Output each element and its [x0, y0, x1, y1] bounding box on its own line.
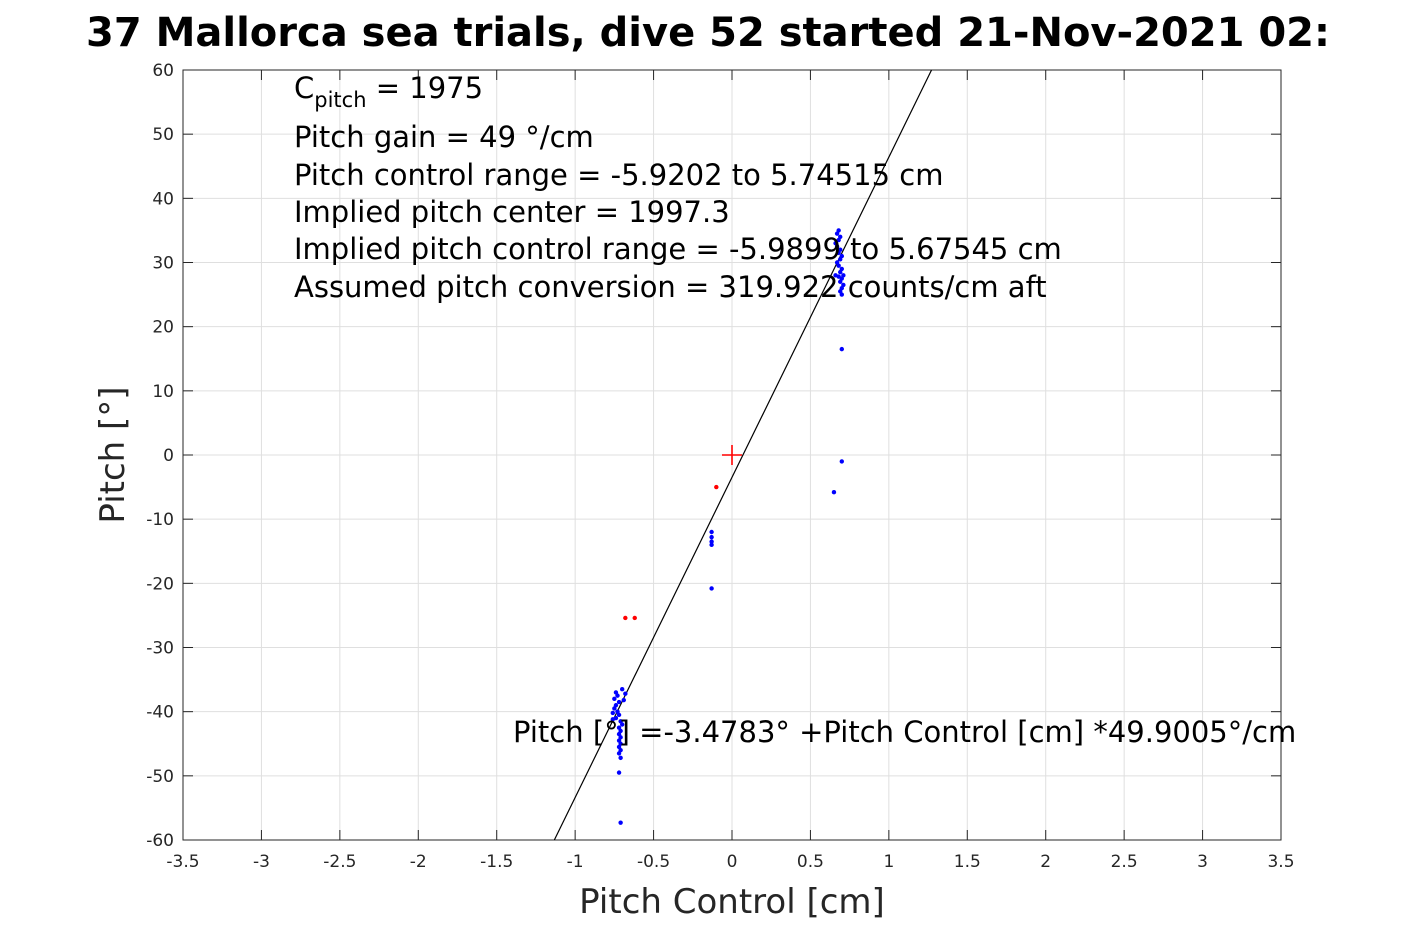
axis-ticks: -3.5 -3 -2.5 -2 -1.5 -1 -0.5 0 0.5 1 1.5 2 2.5 3 3.5 60… — [146, 61, 1294, 872]
data-point — [709, 539, 714, 544]
data-point — [709, 586, 714, 591]
x-tick-label: 2.5 — [1111, 852, 1138, 872]
y-tick-label: 40 — [152, 189, 174, 209]
y-tick-label: 30 — [152, 254, 174, 274]
y-tick-label: 60 — [152, 61, 174, 81]
pitch-control-range-annotation: Pitch control range = -5.9202 to 5.74515… — [294, 158, 943, 192]
x-tick-label: 3 — [1197, 852, 1208, 872]
y-tick-label: -20 — [146, 574, 174, 594]
data-point — [616, 751, 622, 756]
data-point — [838, 279, 843, 284]
y-axis-label: Pitch [°] — [93, 386, 133, 523]
implied-pitch-control-range-annotation: Implied pitch control range = -5.9899 to… — [294, 232, 1062, 266]
x-tick-label: -3 — [253, 852, 270, 872]
x-tick-label: -1.5 — [480, 852, 513, 872]
y-tick-label: 10 — [152, 382, 174, 402]
data-point — [834, 231, 840, 236]
c-pitch-symbol: C — [294, 71, 314, 105]
implied-pitch-center-annotation: Implied pitch center = 1997.3 — [294, 195, 730, 229]
y-tick-label: -50 — [146, 767, 174, 787]
data-point — [836, 263, 841, 268]
data-point — [839, 346, 844, 352]
outlier-point — [714, 484, 719, 490]
data-point — [615, 693, 620, 698]
assumed-pitch-conversion-annotation: Assumed pitch conversion = 319.922 count… — [294, 270, 1047, 304]
x-tick-label: -2.5 — [323, 852, 356, 872]
data-point — [616, 770, 622, 775]
data-point — [612, 706, 617, 711]
data-point — [618, 755, 623, 761]
outlier-point — [632, 615, 637, 621]
data-point — [709, 534, 714, 540]
x-tick-label: -2 — [410, 852, 427, 872]
data-point — [709, 542, 714, 548]
x-tick-label: -1 — [567, 852, 584, 872]
data-point — [839, 292, 844, 297]
data-point — [623, 691, 628, 696]
x-tick-label: -0.5 — [637, 852, 670, 872]
c-pitch-subscript: pitch — [314, 88, 366, 112]
data-point — [709, 529, 714, 535]
data-point — [836, 237, 841, 243]
y-tick-label: -10 — [146, 510, 174, 530]
y-tick-label: -40 — [146, 703, 174, 723]
data-point — [620, 722, 625, 727]
outlier-point — [623, 615, 628, 621]
data-point — [610, 710, 615, 716]
x-tick-label: 3.5 — [1267, 852, 1294, 872]
data-point — [831, 490, 837, 495]
y-tick-label: 20 — [152, 318, 174, 338]
data-point — [616, 712, 622, 718]
data-point — [834, 244, 840, 249]
data-point — [839, 459, 844, 464]
fit-equation-annotation: Pitch [°] =-3.4783° +Pitch Control [cm] … — [513, 715, 1296, 749]
chart-title: 37 Mallorca sea trials, dive 52 started … — [86, 10, 1330, 56]
y-tick-label: -60 — [146, 831, 174, 851]
x-tick-label: 0 — [727, 852, 738, 872]
data-point — [616, 699, 622, 705]
data-point — [836, 250, 841, 256]
data-point — [838, 269, 843, 275]
data-marks — [553, 69, 933, 841]
y-tick-label: -30 — [146, 639, 174, 659]
y-tick-label: 0 — [163, 446, 174, 466]
data-point — [612, 696, 617, 702]
pitch-gain-annotation: Pitch gain = 49 °/cm — [294, 120, 594, 154]
x-tick-label: 0.5 — [797, 852, 824, 872]
x-tick-label: 1 — [883, 852, 894, 872]
data-point — [838, 257, 843, 262]
data-point — [620, 687, 625, 692]
y-tick-label: 50 — [152, 125, 174, 145]
data-point — [833, 273, 838, 278]
data-point — [618, 820, 623, 825]
x-axis-label: Pitch Control [cm] — [579, 882, 885, 922]
data-point — [621, 697, 626, 703]
c-pitch-annotation: Cpitch = 1975 — [294, 71, 483, 112]
x-tick-label: 2 — [1040, 852, 1051, 872]
grid-lines — [182, 69, 1282, 841]
center-marker — [722, 445, 742, 465]
x-tick-label: 1.5 — [954, 852, 981, 872]
c-pitch-value: = 1975 — [367, 71, 484, 105]
x-tick-label: -3.5 — [166, 852, 199, 872]
data-point — [610, 717, 615, 722]
